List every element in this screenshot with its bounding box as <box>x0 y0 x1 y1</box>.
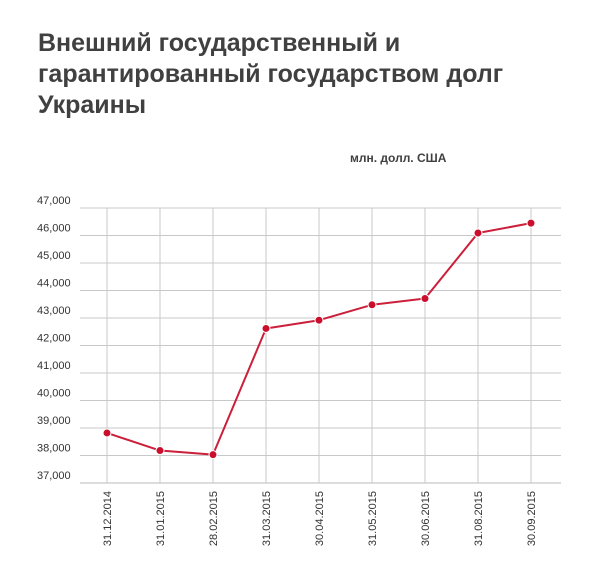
y-tick-label: 47,000 <box>37 195 71 207</box>
x-tick-label: 30.06.2015 <box>420 491 432 546</box>
x-tick-label: 31.05.2015 <box>367 491 379 546</box>
x-tick-label: 28.02.2015 <box>208 491 220 546</box>
series-line-group <box>102 218 536 460</box>
y-tick-label: 38,000 <box>37 443 71 455</box>
data-point[interactable] <box>367 300 377 310</box>
data-point[interactable] <box>208 450 218 460</box>
chart-title: Внешний государственный и гарантированны… <box>38 29 504 119</box>
x-tick-label: 31.12.2014 <box>102 491 114 546</box>
data-point[interactable] <box>314 315 324 325</box>
y-axis-ticks: 47,000 46,000 45,000 44,000 43,000 42,000 41,0… <box>37 195 71 482</box>
x-axis-ticks: 31.12.2014 31.01.2015 28.02.2015 31.03.2015… <box>102 491 538 546</box>
data-point[interactable] <box>102 428 112 438</box>
x-tick-label: 30.04.2015 <box>314 491 326 546</box>
data-point[interactable] <box>261 323 271 333</box>
y-tick-label: 46,000 <box>37 223 71 235</box>
unit-label: млн. долл. США <box>350 151 447 165</box>
data-point[interactable] <box>526 218 536 228</box>
y-tick-label: 45,000 <box>37 250 71 262</box>
y-tick-label: 42,000 <box>37 333 71 345</box>
y-tick-label: 43,000 <box>37 305 71 317</box>
y-tick-label: 41,000 <box>37 360 71 372</box>
y-tick-label: 40,000 <box>37 388 71 400</box>
data-point[interactable] <box>155 446 165 456</box>
x-tick-label: 31.03.2015 <box>261 491 273 546</box>
y-tick-label: 39,000 <box>37 415 71 427</box>
x-tick-label: 30.09.2015 <box>526 491 538 546</box>
grid-lines <box>80 207 561 484</box>
data-point[interactable] <box>473 228 483 238</box>
y-tick-label: 37,000 <box>37 470 71 482</box>
x-tick-label: 31.08.2015 <box>473 491 485 546</box>
data-point[interactable] <box>420 293 430 303</box>
x-tick-label: 31.01.2015 <box>155 491 167 546</box>
y-tick-label: 44,000 <box>37 278 71 290</box>
